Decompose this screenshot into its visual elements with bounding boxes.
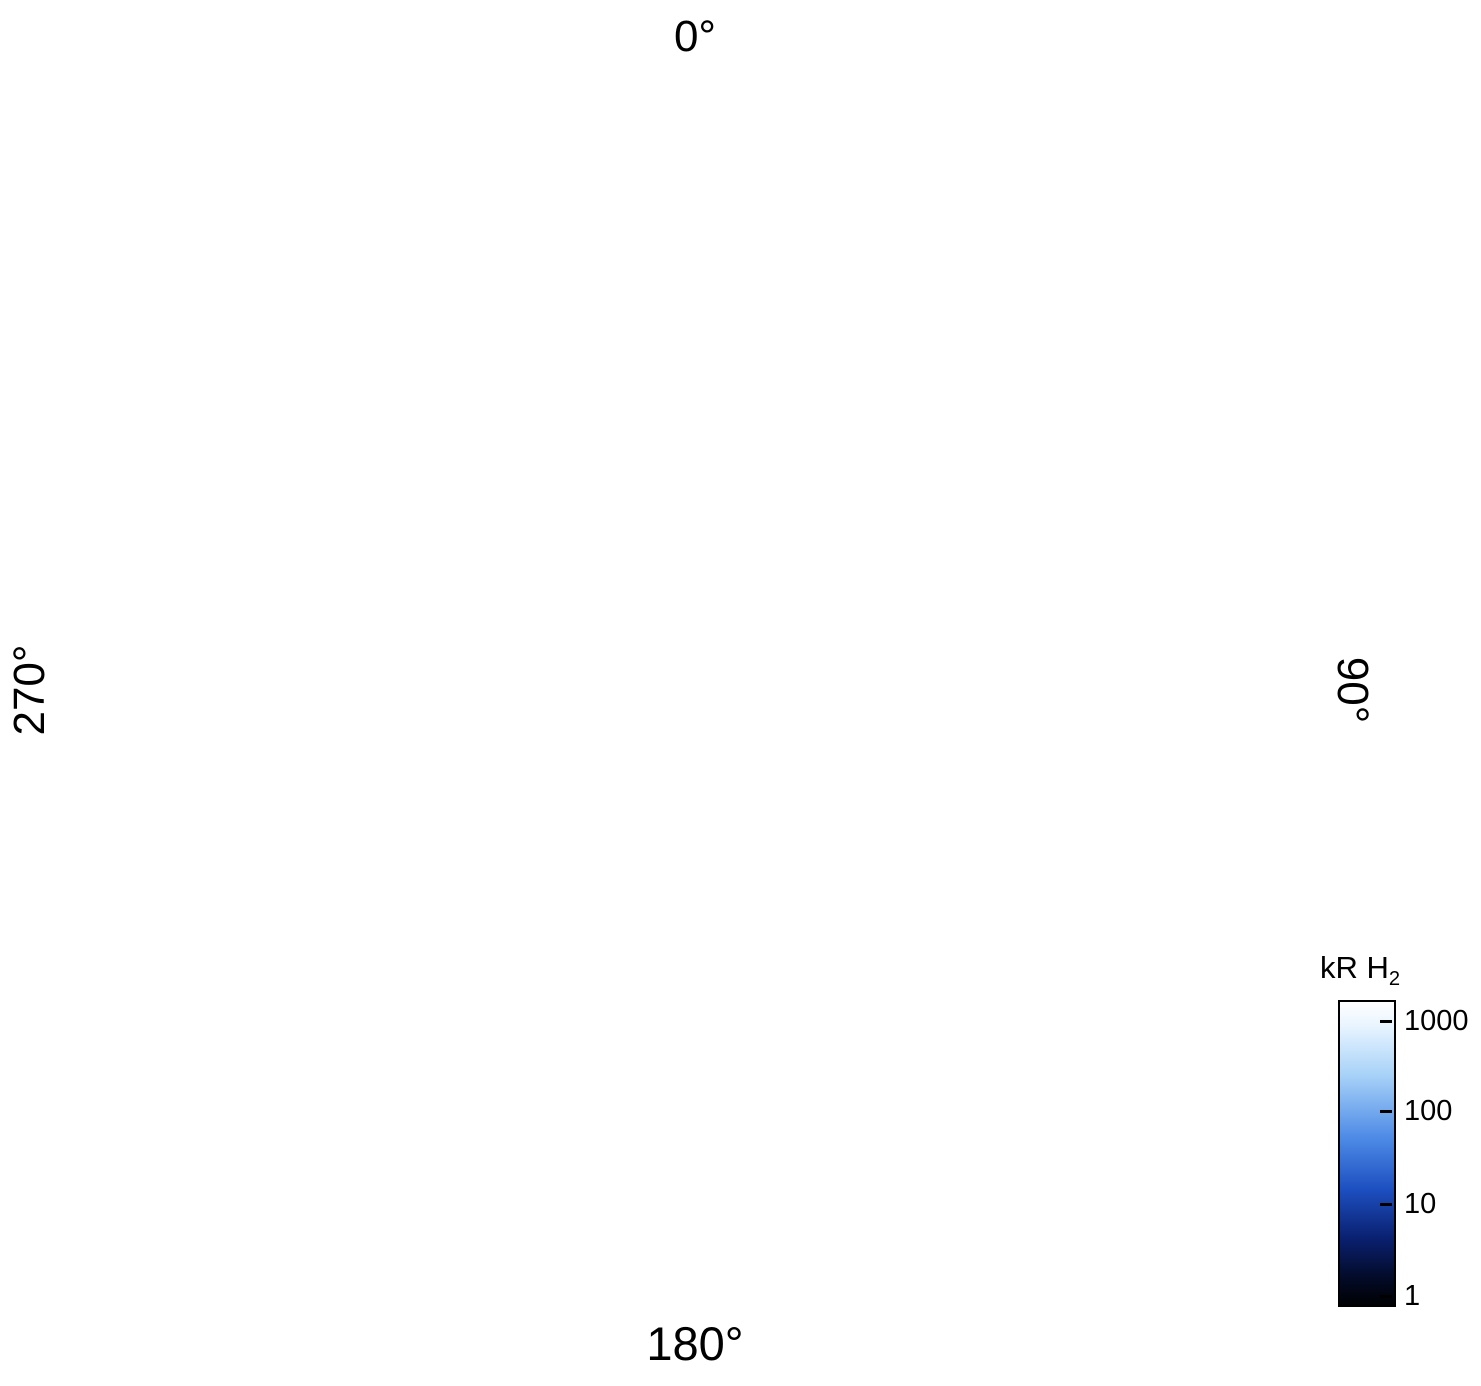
colorbar-tick-label-100: 100 [1404, 1095, 1453, 1127]
colorbar: kR H2 1000 100 10 1 [1316, 944, 1481, 1344]
colorbar-tick-label-10: 10 [1404, 1188, 1437, 1220]
colorbar-tick-label-1000: 1000 [1404, 1005, 1469, 1037]
colorbar-title: kR H2 [1320, 950, 1400, 991]
angle-label-90: 90° [1328, 656, 1377, 724]
colorbar-tickmark [1380, 1203, 1392, 1206]
colorbar-tickmark [1380, 1110, 1392, 1113]
colorbar-gradient [1338, 1000, 1396, 1307]
colorbar-title-text: kR H [1320, 950, 1389, 985]
angle-label-0: 0° [673, 12, 717, 61]
colorbar-tickmark [1380, 1295, 1392, 1298]
angle-label-180: 180° [646, 1317, 744, 1370]
colorbar-title-subscript: 2 [1388, 968, 1401, 991]
colorbar-tick-label-1: 1 [1404, 1280, 1421, 1312]
angle-label-270: 270° [5, 644, 54, 736]
polar-aurora-plot [80, 75, 1318, 1310]
colorbar-tickmark [1380, 1020, 1392, 1023]
